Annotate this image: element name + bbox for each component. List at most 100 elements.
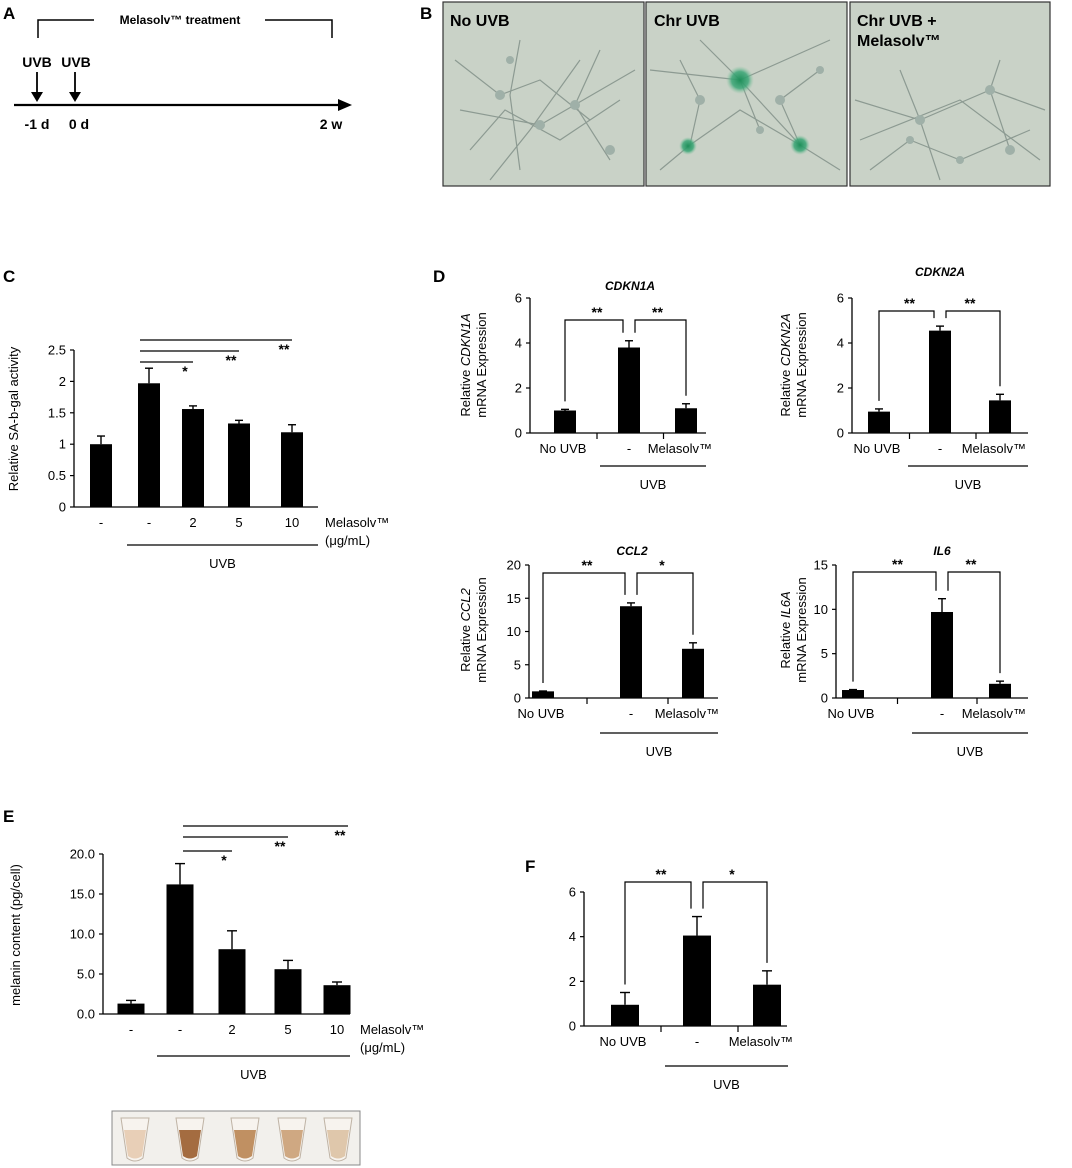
chart-cdkn1a: 0 2 4 6 No UVB - Melasolv™ UVB Relative CDKN1A mR… — [458, 279, 712, 492]
y-axis-label: Relative SA-b-gal activity — [6, 346, 21, 491]
group-label: UVB — [240, 1067, 267, 1082]
significance-marker: ** — [226, 352, 237, 368]
x-tick-label: Melasolv™ — [648, 441, 712, 456]
x-tick-label: Melasolv™ — [655, 706, 719, 721]
significance-marker: ** — [279, 341, 290, 357]
significance-marker: * — [221, 852, 227, 868]
significance-marker: ** — [582, 557, 593, 573]
time-label-3: 2 w — [320, 116, 343, 132]
bar — [683, 935, 711, 1026]
y-tick-label: 2.5 — [48, 343, 66, 358]
uvb-arrowhead-2 — [69, 92, 81, 102]
x-tick-label: No UVB — [828, 706, 875, 721]
y-tick-label: 5 — [514, 657, 521, 672]
y-tick-label: 0 — [59, 500, 66, 515]
uvb-label-1: UVB — [22, 54, 52, 70]
x-tick-label: Melasolv™ — [962, 441, 1026, 456]
significance-bracket — [945, 310, 1001, 387]
group-label: UVB — [713, 1077, 740, 1092]
bar — [929, 330, 951, 433]
significance-marker: ** — [965, 295, 976, 311]
uvb-label-2: UVB — [61, 54, 91, 70]
y-tick-label: 6 — [569, 885, 576, 900]
group-label: UVB — [955, 477, 982, 492]
y-tick-label: 1.5 — [48, 405, 66, 420]
cell-bodies — [695, 66, 824, 134]
x-tick-label: No UVB — [600, 1034, 647, 1049]
x-tick-label: - — [99, 515, 103, 530]
y-tick-label: 4 — [569, 929, 576, 944]
significance-bracket — [947, 571, 1001, 674]
significance-bracket — [702, 881, 768, 963]
y-tick-label: 0.0 — [77, 1007, 95, 1022]
x-tick-label: - — [178, 1022, 182, 1037]
panel-letter-f: F — [525, 857, 535, 876]
bar — [117, 1003, 145, 1014]
treatment-label: Melasolv™ treatment — [120, 13, 241, 27]
y-tick-label: 0.5 — [48, 468, 66, 483]
y-tick-label: 2 — [569, 974, 576, 989]
y-axis-label-2: mRNA Expression — [794, 577, 809, 682]
y-tick-label: 6 — [515, 291, 522, 306]
y-axis-label-2: mRNA Expression — [794, 312, 809, 417]
bar — [323, 985, 351, 1014]
significance-bracket — [624, 881, 692, 985]
y-axis-label-2: mRNA Expression — [474, 577, 489, 682]
bar — [931, 611, 953, 698]
x-tick-label: 5 — [284, 1022, 291, 1037]
significance-bracket — [542, 572, 626, 684]
tube-pellet — [281, 1130, 303, 1159]
significance-bracket — [852, 571, 937, 682]
time-label-2: 0 d — [69, 116, 89, 132]
y-tick-label: 4 — [837, 336, 844, 351]
bar — [554, 410, 576, 433]
chart-melanin-content: 0.0 5.0 10.0 15.0 20.0 - - 2 5 10 UVB Melasolv™ (μg/… — [8, 825, 424, 1082]
x-tick-label: 2 — [228, 1022, 235, 1037]
x-tick-label: - — [940, 706, 944, 721]
bar — [182, 409, 204, 507]
micrograph-label-1: No UVB — [450, 13, 510, 30]
unit-label: (μg/mL) — [360, 1040, 405, 1055]
treatment-bracket — [37, 19, 333, 38]
panel-letter-a: A — [3, 4, 15, 23]
significance-marker: * — [659, 557, 665, 573]
cell-bodies — [906, 85, 1015, 164]
panel-letter-c: C — [3, 267, 15, 286]
significance-marker: * — [729, 866, 735, 882]
bar — [675, 408, 697, 433]
uvb-arrowhead-1 — [31, 92, 43, 102]
significance-marker: ** — [966, 556, 977, 572]
x-tick-label: Melasolv™ — [729, 1034, 793, 1049]
bar — [753, 984, 781, 1026]
significance-marker: ** — [592, 304, 603, 320]
y-axis-label: Relative CDKN2A — [778, 313, 793, 416]
y-tick-label: 10 — [814, 602, 828, 617]
panel-letter-b: B — [420, 4, 432, 23]
chart-cdkn2a: 0 2 4 6 No UVB - Melasolv™ UVB Relative CDKN2A mR… — [778, 265, 1028, 492]
x-tick-label: Melasolv™ — [962, 706, 1026, 721]
x-tick-label: - — [695, 1034, 699, 1049]
x-tick-label: - — [627, 441, 631, 456]
x-tick-label: 2 — [189, 515, 196, 530]
x-tick-label: 10 — [330, 1022, 344, 1037]
y-tick-label: 10.0 — [70, 927, 95, 942]
tube-pellet — [124, 1130, 146, 1159]
y-tick-label: 1 — [59, 437, 66, 452]
y-tick-label: 2 — [515, 381, 522, 396]
chart-sa-b-gal: 0 0.5 1 1.5 2 2.5 - - 2 5 10 UVB Melasolv™ (μg/mL) Rel… — [6, 339, 389, 571]
bar — [166, 884, 194, 1014]
y-tick-label: 0 — [569, 1019, 576, 1034]
significance-marker: ** — [892, 556, 903, 572]
tube-row — [120, 1117, 353, 1162]
chart-title: CDKN1A — [605, 279, 655, 293]
significance-bracket — [878, 310, 935, 401]
y-tick-label: 15 — [814, 558, 828, 573]
micrograph-label-2: Chr UVB — [654, 13, 720, 30]
micrograph-label-4: Melasolv™ — [857, 33, 941, 50]
y-axis-label: Relative CDKN1A — [458, 313, 473, 416]
senescent-cell-stain — [726, 66, 754, 94]
y-axis-label: Relative IL6A — [778, 591, 793, 668]
bar — [682, 648, 704, 698]
y-axis-label: melanin content (pg/cell) — [8, 864, 23, 1006]
